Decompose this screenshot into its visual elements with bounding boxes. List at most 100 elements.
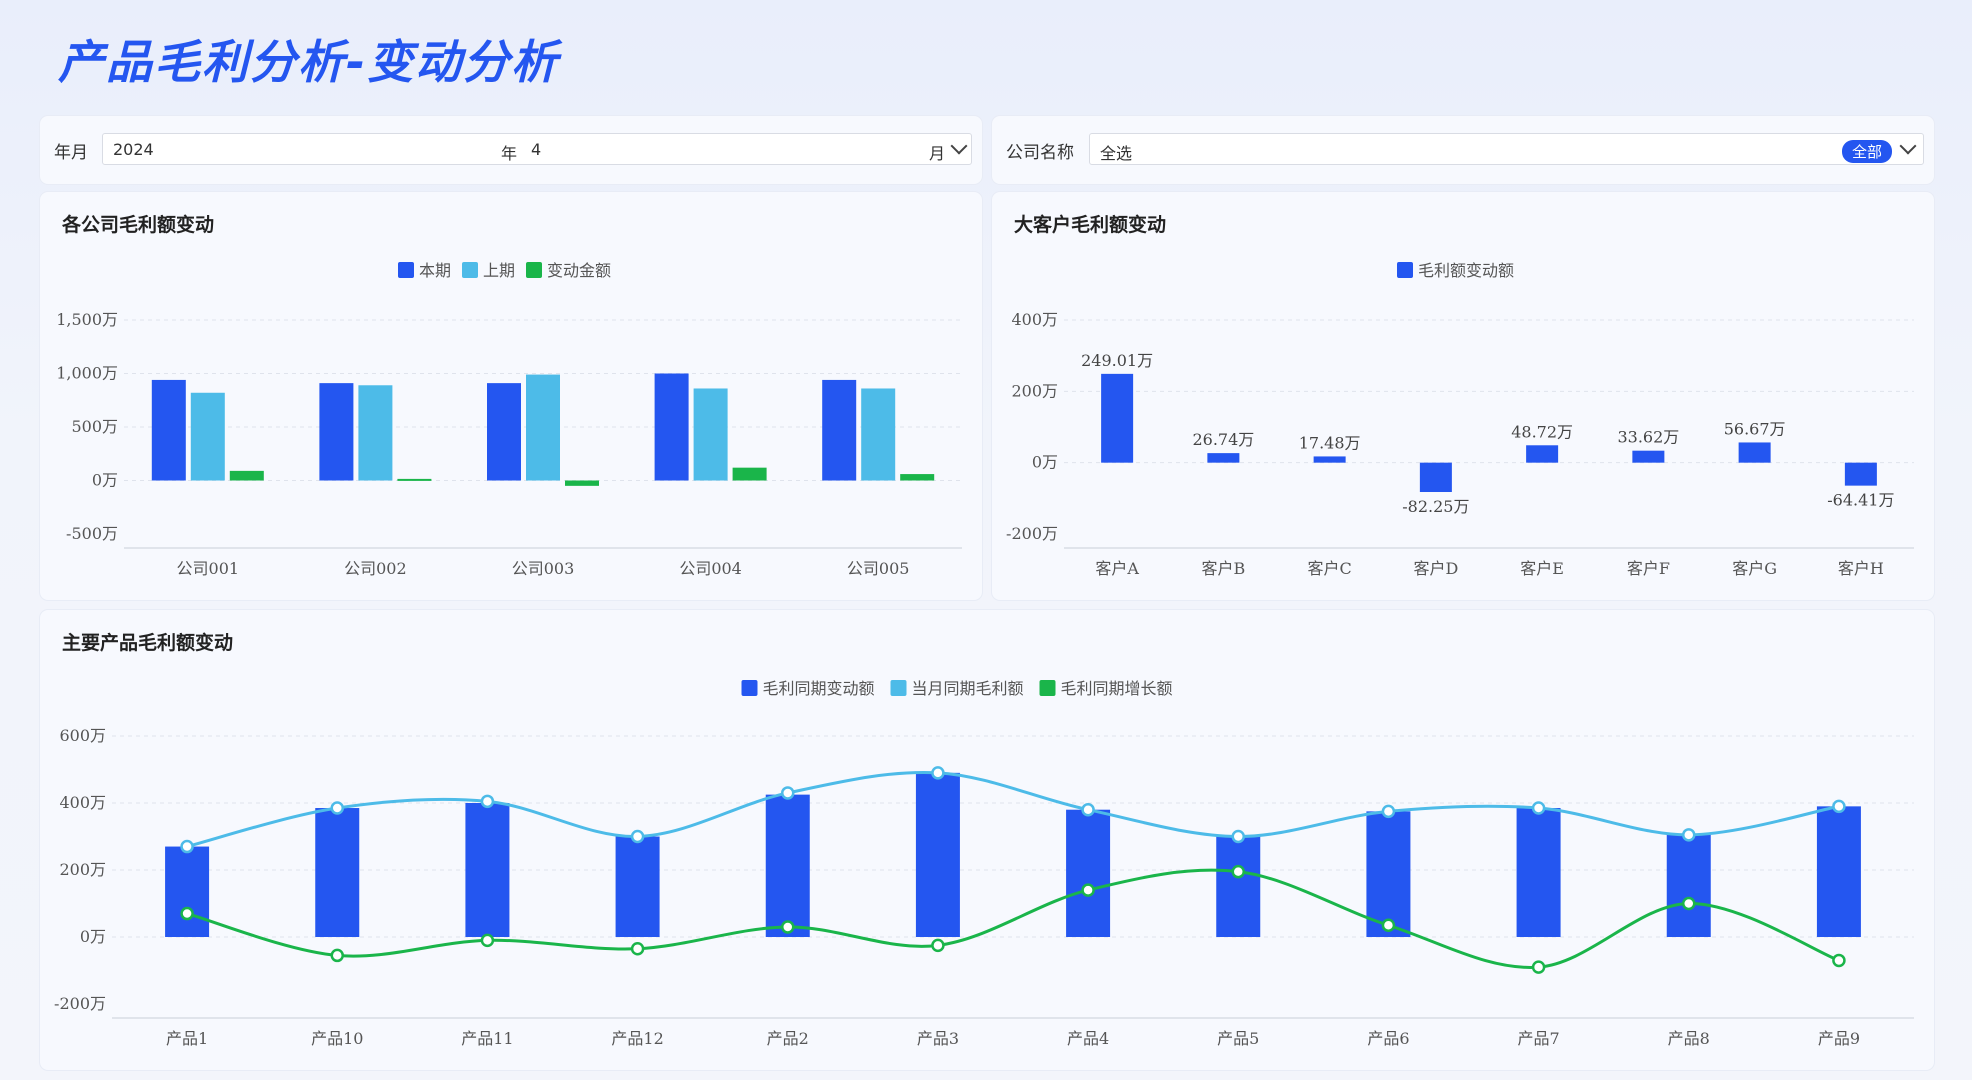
x-tick-label: 客户E — [1520, 559, 1564, 578]
x-tick-label: 产品2 — [767, 1029, 809, 1048]
y-tick-label: -200万 — [1006, 524, 1058, 543]
line-point — [180, 839, 194, 854]
bar — [1207, 453, 1240, 463]
bar — [319, 383, 354, 481]
x-tick-label: 客户G — [1732, 559, 1777, 578]
x-tick-label: 产品11 — [461, 1029, 513, 1048]
bar — [315, 808, 360, 937]
line-point — [1682, 828, 1696, 842]
bar — [1419, 462, 1452, 493]
line-point — [1231, 864, 1245, 879]
y-tick-label: -200万 — [54, 994, 106, 1013]
bar — [358, 385, 393, 481]
x-tick-label: 客户H — [1838, 559, 1884, 578]
data-label: 33.62万 — [1617, 428, 1679, 447]
x-tick-label: 客户A — [1095, 559, 1139, 578]
product-chart-panel: 主要产品毛利额变动 毛利同期变动额 当月同期毛利额 毛利同期增长额 600万 400万 2… — [40, 610, 1934, 1070]
company-label: 公司名称 — [1006, 143, 1074, 163]
series-line — [186, 868, 1840, 969]
x-tick-label: 产品8 — [1668, 1029, 1710, 1048]
bar — [915, 772, 960, 937]
bar — [1632, 450, 1665, 463]
bar — [397, 478, 432, 481]
line-point — [1832, 953, 1846, 968]
bar — [765, 794, 810, 937]
company-value: 全选 — [1100, 144, 1133, 163]
legend-label: 上期 — [483, 261, 515, 280]
y-tick-label: 400万 — [1011, 310, 1058, 329]
y-tick-label: 500万 — [71, 417, 118, 436]
line-point — [1381, 804, 1396, 819]
y-tick-label: 600万 — [59, 726, 106, 745]
legend-swatch — [398, 262, 414, 278]
chart-title: 各公司毛利额变动 — [62, 214, 215, 236]
y-tick-label: 200万 — [59, 860, 106, 879]
line-point — [931, 938, 945, 953]
bar — [1516, 808, 1561, 937]
line-point — [330, 948, 344, 963]
legend-swatch — [462, 262, 478, 278]
y-tick-label: 0万 — [80, 927, 106, 946]
bar — [1738, 442, 1771, 463]
chevron-down-icon[interactable] — [950, 137, 968, 155]
chart-title: 大客户毛利额变动 — [1014, 214, 1167, 236]
legend-label: 毛利同期变动额 — [763, 679, 875, 698]
legend-swatch — [1039, 680, 1056, 696]
bar — [1844, 462, 1877, 486]
chevron-down-icon[interactable] — [1899, 137, 1917, 155]
x-tick-label: 产品12 — [611, 1029, 663, 1048]
x-tick-label: 产品6 — [1367, 1029, 1409, 1048]
date-filter-panel: 年月 2024 年 4 月 — [40, 116, 982, 184]
bar — [654, 373, 689, 481]
y-tick-label: 200万 — [1011, 381, 1058, 400]
legend-label: 当月同期毛利额 — [912, 679, 1024, 698]
x-tick-label: 公司001 — [177, 559, 240, 578]
x-tick-label: 客户B — [1201, 559, 1245, 578]
line-point — [1081, 883, 1095, 897]
x-tick-label: 产品9 — [1818, 1029, 1860, 1048]
bar — [229, 470, 264, 481]
line-point — [1081, 802, 1095, 817]
data-label: 26.74万 — [1192, 430, 1254, 449]
line-point — [781, 786, 795, 800]
year-month-picker[interactable]: 2024 年 4 月 — [102, 133, 972, 165]
bar — [151, 379, 186, 481]
legend-label: 变动金额 — [547, 261, 611, 280]
legend-label: 毛利额变动额 — [1418, 261, 1514, 280]
legend-swatch — [1397, 262, 1413, 278]
line-point — [480, 933, 495, 948]
bar — [565, 480, 599, 486]
company-chart-panel: 各公司毛利额变动 本期 上期 变动金额 1,500万 1,000万 500万 0万 -500万… — [40, 192, 982, 600]
line-point — [931, 766, 945, 780]
line-point — [1531, 801, 1546, 815]
month-suffix: 月 — [929, 144, 946, 163]
bar — [487, 383, 521, 481]
company-badge: 全部 — [1842, 140, 1893, 163]
bar — [1816, 806, 1861, 937]
x-tick-label: 产品5 — [1217, 1029, 1259, 1048]
line-point — [1231, 829, 1245, 844]
x-tick-label: 客户F — [1627, 559, 1670, 578]
bar — [615, 836, 660, 937]
x-tick-label: 公司004 — [679, 559, 742, 578]
bar — [1666, 834, 1711, 937]
legend-swatch — [741, 680, 758, 696]
bar — [732, 467, 767, 481]
x-tick-label: 产品10 — [311, 1029, 363, 1048]
x-tick-label: 产品1 — [166, 1029, 208, 1048]
bar — [1101, 373, 1134, 463]
data-label: 48.72万 — [1511, 422, 1573, 441]
company-select[interactable]: 全选 全部 — [1089, 133, 1924, 165]
bar — [822, 379, 857, 481]
chart-title: 主要产品毛利额变动 — [62, 632, 234, 654]
data-label: 249.01万 — [1081, 351, 1153, 370]
legend-label: 本期 — [419, 261, 451, 280]
bar — [1066, 809, 1111, 937]
bar — [1526, 445, 1559, 463]
y-tick-label: 0万 — [92, 471, 118, 490]
bar — [165, 846, 210, 937]
series-line — [186, 770, 1840, 849]
line-point — [1531, 960, 1546, 974]
legend-swatch — [890, 680, 907, 696]
